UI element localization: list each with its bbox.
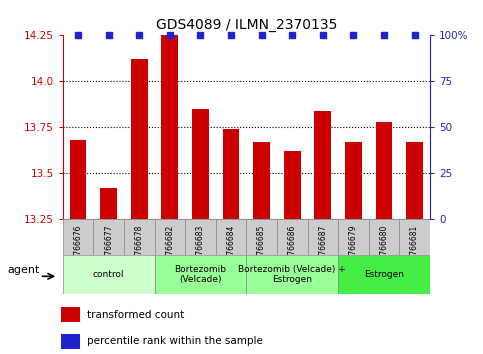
Bar xyxy=(61,334,80,349)
Bar xyxy=(338,255,430,294)
Bar xyxy=(253,142,270,219)
Bar xyxy=(155,255,246,294)
Bar xyxy=(369,219,399,255)
Text: GSM766685: GSM766685 xyxy=(257,225,266,271)
Text: GSM766684: GSM766684 xyxy=(227,225,236,271)
Bar xyxy=(185,219,216,255)
Text: Estrogen: Estrogen xyxy=(364,270,404,279)
Bar xyxy=(216,219,246,255)
Text: GSM766678: GSM766678 xyxy=(135,225,144,271)
Text: GSM766682: GSM766682 xyxy=(165,225,174,271)
Bar xyxy=(223,129,240,219)
Bar xyxy=(61,307,80,322)
Bar xyxy=(161,35,178,219)
Bar xyxy=(345,142,362,219)
Bar xyxy=(284,152,300,219)
Text: GSM766677: GSM766677 xyxy=(104,225,113,271)
Bar xyxy=(308,219,338,255)
Bar xyxy=(376,122,392,219)
Bar xyxy=(406,142,423,219)
Text: control: control xyxy=(93,270,125,279)
Bar xyxy=(63,219,93,255)
Text: Bortezomib
(Velcade): Bortezomib (Velcade) xyxy=(174,265,227,284)
Bar xyxy=(124,219,155,255)
Text: transformed count: transformed count xyxy=(86,310,184,320)
Text: GSM766681: GSM766681 xyxy=(410,225,419,271)
Bar xyxy=(155,219,185,255)
Text: Bortezomib (Velcade) +
Estrogen: Bortezomib (Velcade) + Estrogen xyxy=(238,265,346,284)
Text: percentile rank within the sample: percentile rank within the sample xyxy=(86,336,262,346)
Bar xyxy=(399,219,430,255)
Bar xyxy=(246,255,338,294)
Text: agent: agent xyxy=(8,266,40,275)
Bar xyxy=(192,109,209,219)
Bar xyxy=(314,111,331,219)
Bar xyxy=(70,140,86,219)
Text: GSM766679: GSM766679 xyxy=(349,225,358,271)
Text: GSM766686: GSM766686 xyxy=(288,225,297,271)
Bar xyxy=(100,188,117,219)
Bar xyxy=(63,255,155,294)
Bar xyxy=(246,219,277,255)
Bar xyxy=(93,219,124,255)
Text: GSM766683: GSM766683 xyxy=(196,225,205,271)
Title: GDS4089 / ILMN_2370135: GDS4089 / ILMN_2370135 xyxy=(156,18,337,32)
Bar xyxy=(131,59,148,219)
Bar xyxy=(338,219,369,255)
Text: GSM766676: GSM766676 xyxy=(73,225,83,271)
Bar xyxy=(277,219,308,255)
Text: GSM766687: GSM766687 xyxy=(318,225,327,271)
Text: GSM766680: GSM766680 xyxy=(380,225,388,271)
